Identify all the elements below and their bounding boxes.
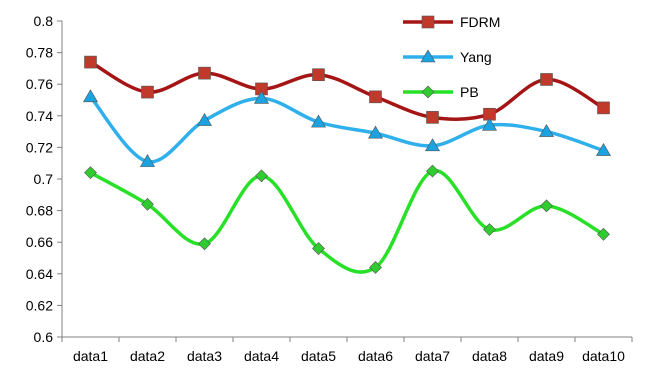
y-tick-label: 0.62 (26, 297, 53, 313)
data-point (312, 242, 325, 255)
x-tick-label: data1 (73, 348, 108, 364)
legend-marker (421, 85, 435, 99)
data-point (426, 111, 439, 124)
y-tick-label: 0.66 (26, 234, 53, 250)
y-tick-label: 0.74 (26, 108, 53, 124)
y-tick-label: 0.8 (34, 13, 54, 29)
data-point (310, 114, 327, 128)
y-tick-label: 0.78 (26, 45, 53, 61)
series-line (89, 169, 605, 274)
data-point (141, 197, 154, 211)
x-tick-label: data9 (529, 348, 564, 364)
legend-item-yang: Yang (403, 49, 492, 65)
axes: 0.6 0.62 0.64 0.66 0.68 0.7 0.72 0.74 0.76 0.78 0.… (26, 13, 633, 364)
legend-marker (420, 49, 436, 63)
data-point (597, 227, 610, 241)
y-tick-label: 0.68 (26, 203, 53, 219)
data-point (424, 138, 441, 152)
y-tick-label: 0.64 (26, 266, 53, 282)
data-point (198, 237, 211, 251)
legend-label: PB (460, 84, 479, 100)
data-point (369, 261, 382, 274)
data-point (312, 68, 325, 82)
legend-item-fdrm: FDRM (403, 14, 500, 30)
data-point (196, 112, 213, 126)
data-point (597, 101, 610, 115)
legend-label: FDRM (460, 14, 500, 30)
data-point (538, 124, 555, 137)
data-point (367, 125, 384, 139)
y-tick-label: 0.7 (34, 171, 54, 187)
x-tick-label: data2 (130, 348, 165, 364)
data-point (369, 90, 382, 104)
data-point (84, 55, 97, 69)
data-point (141, 85, 154, 99)
x-tick-label: data7 (415, 348, 450, 364)
series-yang (82, 89, 612, 167)
x-tick-label: data4 (244, 348, 279, 364)
data-point (253, 90, 270, 104)
series-pb (84, 164, 610, 274)
data-point (481, 117, 498, 131)
series-line (89, 95, 605, 164)
data-point (426, 164, 439, 178)
x-tick-label: data10 (582, 348, 625, 364)
y-tick-label: 0.76 (26, 76, 53, 92)
series-line (89, 60, 605, 122)
x-tick-label: data5 (301, 348, 336, 364)
data-point (139, 154, 156, 167)
data-point (84, 166, 97, 180)
data-point (540, 199, 553, 213)
data-point (255, 169, 268, 183)
data-point (540, 73, 553, 86)
data-point (595, 142, 612, 156)
x-tick-label: data6 (358, 348, 393, 364)
data-point (483, 223, 496, 236)
data-point (82, 89, 99, 103)
data-point (198, 66, 211, 80)
y-tick-label: 0.6 (34, 329, 54, 345)
x-tick-label: data8 (472, 348, 507, 364)
legend: FDRM Yang PB (403, 14, 500, 100)
legend-item-pb: PB (403, 84, 479, 100)
x-tick-label: data3 (187, 348, 222, 364)
legend-marker (421, 15, 435, 29)
series-fdrm (84, 55, 610, 124)
legend-label: Yang (460, 49, 492, 65)
y-tick-label: 0.72 (26, 139, 53, 155)
series-layer (82, 55, 612, 274)
